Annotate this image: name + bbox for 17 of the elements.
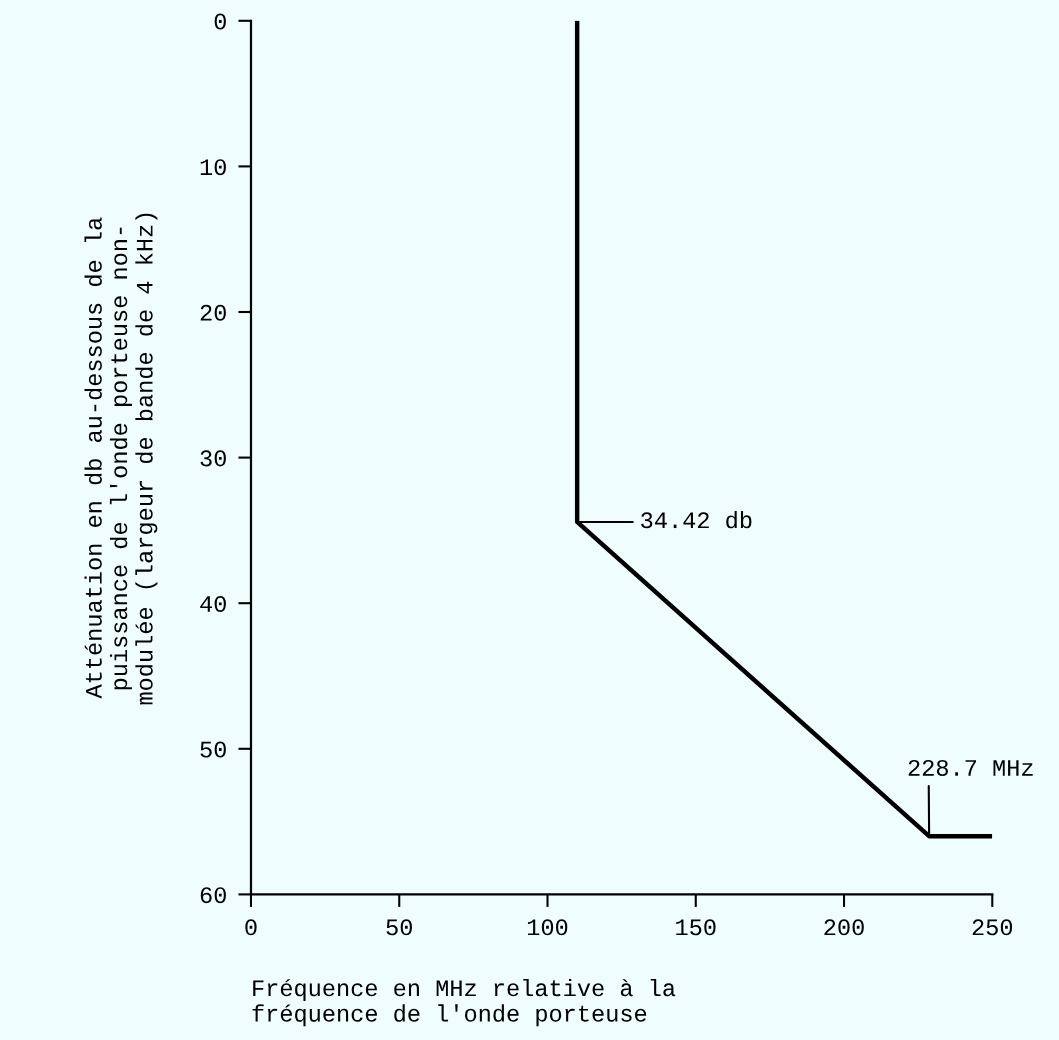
x-tick-label: 0 <box>245 919 257 936</box>
x-axis-title: Fréquence en MHz relative à la fréquence de l'onde porteuse <box>252 978 676 1027</box>
y-tick-label: 0 <box>214 13 226 30</box>
x-tick-label: 50 <box>386 919 412 936</box>
annotation: 34.42 db <box>641 510 752 529</box>
y-tick-label: 60 <box>200 887 226 904</box>
y-tick-label: 50 <box>200 741 226 758</box>
y-tick-label: 40 <box>200 595 226 612</box>
x-tick-label: 200 <box>824 919 864 936</box>
x-tick-label: 250 <box>972 919 1013 936</box>
x-tick-label: 100 <box>527 919 568 936</box>
y-tick-label: 20 <box>200 304 226 321</box>
annotation: 228.7 MHz <box>908 759 1033 776</box>
y-tick-label: 10 <box>200 159 226 176</box>
x-tick-label: 150 <box>676 919 716 936</box>
y-axis-title: Atténuation en db au-dessous de la puissance de l'onde porteuse non- modulée (largeur de bande de 4 kHz) <box>84 213 158 705</box>
y-tick-label: 30 <box>200 450 226 467</box>
